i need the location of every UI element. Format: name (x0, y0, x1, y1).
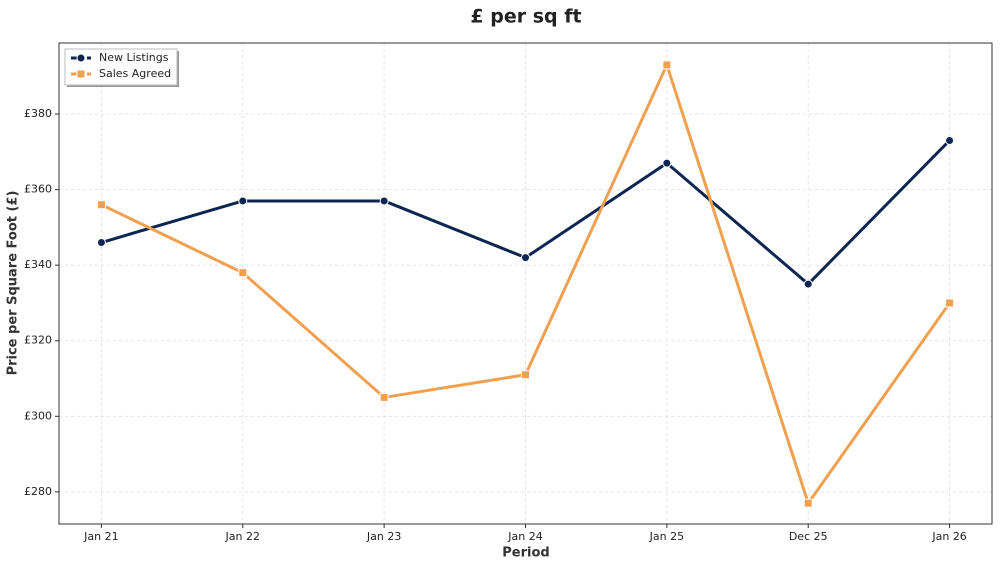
x-tick-label: Jan 24 (507, 530, 542, 543)
marker (662, 60, 672, 70)
marker (238, 268, 248, 278)
x-tick-label: Jan 26 (931, 530, 966, 543)
marker (379, 392, 389, 402)
y-tick-label: £300 (24, 409, 52, 422)
x-tick-label: Jan 25 (649, 530, 684, 543)
marker (96, 238, 106, 248)
y-tick-label: £340 (24, 258, 52, 271)
x-tick-label: Jan 23 (366, 530, 401, 543)
marker (238, 196, 248, 206)
legend-marker (76, 69, 86, 79)
legend-marker (76, 53, 86, 63)
marker (803, 498, 813, 508)
plot-frame (58, 42, 993, 525)
y-tick-label: £360 (24, 183, 52, 196)
y-axis-label: Price per Square Foot (£) (6, 191, 21, 376)
y-tick-label: £380 (24, 107, 52, 120)
marker (96, 200, 106, 210)
marker (379, 196, 389, 206)
x-axis-label: Period (502, 546, 549, 561)
chart-title: £ per sq ft (470, 6, 581, 28)
legend-label: Sales Agreed (99, 67, 171, 80)
marker (521, 253, 530, 263)
legend-label: New Listings (99, 51, 169, 64)
marker (662, 158, 672, 168)
x-tick-label: Dec 25 (789, 530, 828, 543)
y-tick-label: £320 (24, 334, 52, 347)
x-tick-label: Jan 22 (225, 530, 260, 543)
marker (521, 370, 530, 380)
marker (803, 279, 813, 289)
marker (945, 298, 955, 308)
x-tick-label: Jan 21 (83, 530, 118, 543)
marker (945, 135, 955, 145)
y-tick-label: £280 (24, 485, 52, 498)
